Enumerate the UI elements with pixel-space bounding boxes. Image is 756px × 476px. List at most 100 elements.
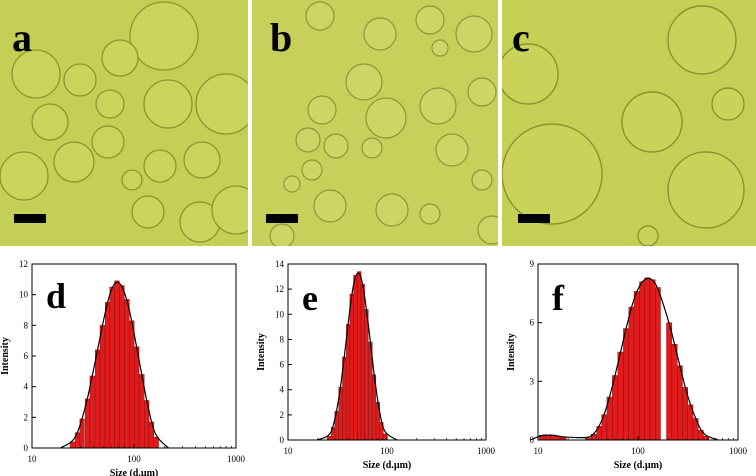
x-axis-title: Size (d.µm) (614, 460, 663, 471)
histogram-bar (119, 285, 125, 449)
droplet (345, 63, 383, 101)
y-tick-label: 9 (530, 259, 535, 269)
droplet (365, 97, 407, 139)
droplet (637, 225, 659, 246)
droplet (121, 169, 143, 191)
y-tick-label: 12 (19, 259, 28, 269)
y-tick-label: 10 (19, 290, 29, 300)
y-tick-label: 6 (24, 351, 29, 361)
droplet (307, 95, 337, 125)
x-axis-title: Size (d.µm) (110, 468, 159, 476)
droplet (477, 215, 498, 245)
histogram-bar (655, 287, 661, 441)
x-tick-label: 10 (284, 446, 294, 456)
y-tick-label: 0 (24, 443, 29, 453)
x-tick-label: 100 (631, 446, 645, 456)
y-axis-title: Intensity (506, 333, 517, 371)
droplet (375, 193, 409, 227)
histogram-bar (649, 279, 656, 441)
histogram-bar (105, 302, 111, 449)
chart-e: 0 2 4 6 8 10 12 14 10 100 1000 Size (d.µm) Intensity… (252, 252, 502, 476)
droplet (471, 169, 493, 191)
droplet (711, 87, 745, 121)
histogram-bar (326, 436, 332, 441)
histogram-bar (364, 309, 369, 441)
histogram-bar (99, 325, 105, 449)
histogram-bar (95, 349, 101, 449)
y-tick-label: 4 (24, 382, 29, 392)
droplet (502, 43, 559, 105)
histogram-bar (109, 286, 115, 449)
droplet (269, 223, 295, 246)
scale-bar (266, 214, 298, 223)
x-tick-label: 1000 (729, 446, 748, 456)
histogram-bar (114, 280, 120, 449)
histogram-bar (628, 306, 635, 441)
droplet (467, 77, 497, 107)
y-tick-label: 12 (275, 284, 284, 294)
y-tick-label: 4 (280, 385, 285, 395)
y-tick-label: 8 (24, 320, 29, 330)
droplet (101, 39, 139, 77)
histogram-bar (153, 437, 159, 449)
x-tick-label: 10 (534, 446, 544, 456)
droplet (323, 133, 349, 159)
fit-curve (60, 281, 169, 449)
droplet (667, 151, 745, 229)
droplet (211, 185, 248, 235)
histogram-bar (349, 293, 354, 441)
histogram-bar (346, 324, 351, 441)
micrograph-c-image (502, 0, 756, 246)
droplet (11, 49, 61, 99)
panel-label-e: e (302, 278, 318, 318)
y-tick-label: 8 (280, 334, 285, 344)
y-tick-label: 3 (530, 376, 535, 386)
histogram-bar (623, 328, 629, 441)
y-tick-label: 2 (24, 412, 29, 422)
droplet (195, 73, 248, 135)
droplet (91, 125, 125, 159)
droplet (667, 5, 737, 75)
x-tick-label: 10 (28, 454, 38, 464)
x-tick-label: 100 (380, 446, 394, 456)
histogram-bar (671, 343, 678, 441)
micrograph-c (502, 0, 756, 246)
droplet (63, 63, 97, 97)
droplet (419, 87, 457, 125)
x-tick-label: 1000 (477, 446, 496, 456)
chart-svg: 0 2 4 6 8 10 12 14 10 100 1000 Size (d.µm) Intensity… (256, 259, 496, 471)
y-tick-label: 0 (530, 435, 535, 445)
x-tick-label: 100 (127, 454, 141, 464)
chart-f: 0 3 6 9 10 100 1000 Size (d.µm) Intensity f (502, 252, 756, 476)
droplet (143, 149, 177, 183)
y-axis-title: Intensity (0, 337, 11, 375)
y-tick-label: 0 (280, 435, 285, 445)
histogram-bar (617, 351, 624, 441)
fit-curve (317, 272, 398, 441)
scale-bar (14, 214, 46, 223)
y-tick-label: 6 (280, 360, 285, 370)
droplet (419, 203, 441, 225)
droplet (131, 195, 165, 229)
droplet (53, 141, 95, 183)
droplet (183, 141, 221, 179)
panel-label-a: a (12, 15, 32, 60)
panel-label-b: b (270, 15, 293, 60)
chart-svg: 0 2 4 6 8 10 12 10 100 1000 Size (d.µm) Intensity d (0, 259, 246, 476)
fit-curve (529, 277, 719, 441)
droplet (95, 89, 125, 119)
droplet (313, 189, 347, 223)
droplet (455, 15, 493, 53)
y-tick-label: 2 (280, 410, 285, 420)
histogram-bar (133, 346, 140, 449)
panel-label-f: f (552, 278, 565, 318)
micrograph-a (0, 0, 248, 246)
panel-label-c: c (512, 15, 530, 60)
y-tick-label: 6 (530, 318, 535, 328)
droplet (305, 1, 335, 31)
droplet (143, 79, 193, 129)
y-tick-label: 10 (275, 309, 285, 319)
histogram-bar (545, 434, 551, 441)
histogram-bar (639, 281, 645, 441)
droplet (621, 91, 683, 153)
